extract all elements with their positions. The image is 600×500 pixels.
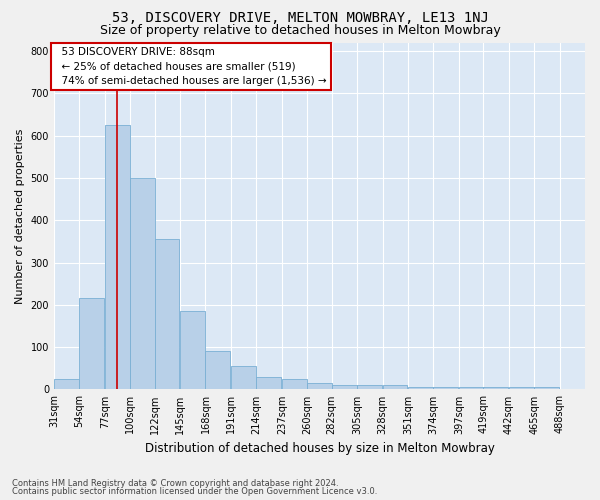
Bar (180, 311, 205, 390)
Text: Size of property relative to detached houses in Melton Mowbray: Size of property relative to detached ho… (100, 24, 500, 37)
Bar (383, 385, 407, 390)
Bar (433, 388, 458, 390)
Bar (54, 379, 79, 390)
Bar (79, 298, 104, 390)
Bar (408, 388, 433, 390)
Bar (307, 383, 332, 390)
Text: Contains public sector information licensed under the Open Government Licence v3: Contains public sector information licen… (12, 487, 377, 496)
Bar (205, 352, 230, 390)
Bar (130, 178, 155, 390)
Bar (459, 388, 484, 390)
Text: 53 DISCOVERY DRIVE: 88sqm
  ← 25% of detached houses are smaller (519)
  74% of : 53 DISCOVERY DRIVE: 88sqm ← 25% of detac… (55, 46, 326, 86)
Bar (332, 385, 356, 390)
Bar (105, 125, 130, 390)
Bar (509, 388, 533, 390)
Bar (231, 366, 256, 390)
Bar (357, 385, 382, 390)
Bar (155, 239, 179, 390)
Bar (256, 376, 281, 390)
Y-axis label: Number of detached properties: Number of detached properties (15, 128, 25, 304)
Text: Contains HM Land Registry data © Crown copyright and database right 2024.: Contains HM Land Registry data © Crown c… (12, 478, 338, 488)
Bar (282, 379, 307, 390)
X-axis label: Distribution of detached houses by size in Melton Mowbray: Distribution of detached houses by size … (145, 442, 494, 455)
Bar (483, 388, 508, 390)
Bar (534, 388, 559, 390)
Text: 53, DISCOVERY DRIVE, MELTON MOWBRAY, LE13 1NJ: 53, DISCOVERY DRIVE, MELTON MOWBRAY, LE1… (112, 11, 488, 25)
